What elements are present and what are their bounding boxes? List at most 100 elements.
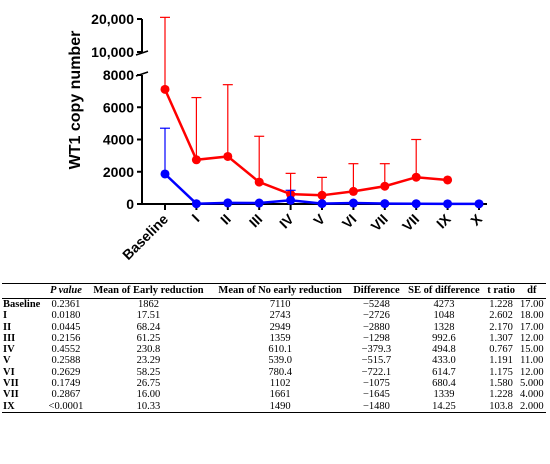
table-cell: 539.0: [268, 355, 292, 367]
table-cell: 12.00: [519, 332, 544, 344]
y-axis-title: WT1 copy number: [67, 31, 84, 170]
table-cell: 16.00: [136, 389, 161, 401]
statistics-table: P value Mean of Early reduction Mean of No…: [2, 283, 546, 413]
data-point: [443, 175, 453, 185]
table-cell: 1359: [269, 332, 291, 344]
data-point: [191, 155, 201, 165]
table-cell: 1862: [137, 299, 159, 310]
data-point: [286, 195, 296, 205]
y-tick-label: 20,000: [91, 11, 134, 27]
table-row: IV 0.4552 230.8 610.1 −379.3 494.8 0.767 15.00: [2, 344, 546, 355]
row-label: VII: [3, 389, 19, 401]
x-tick-label: I: [188, 211, 202, 225]
y-tick-label: 4000: [103, 132, 134, 148]
data-point: [317, 199, 327, 209]
table-cell: 494.8: [432, 344, 456, 356]
table-cell: −379.3: [361, 344, 392, 356]
table-cell: 0.2156: [51, 332, 81, 344]
x-tick-label: III: [246, 211, 266, 231]
table-cell: 17.00: [519, 321, 544, 333]
table-cell: 7110: [269, 299, 291, 310]
x-tick-label: VII: [367, 211, 390, 234]
table-cell: 780.4: [268, 366, 292, 378]
table-cell: 61.25: [136, 332, 161, 344]
table-cell: 433.0: [432, 355, 456, 367]
x-tick-label: VII: [399, 211, 422, 234]
table-body: Baseline 0.2361 1862 7110 −5248 4273 1.228 17.0…: [2, 299, 546, 413]
table-cell: 614.7: [432, 366, 456, 378]
column-header: Mean of Early reduction: [93, 285, 204, 296]
x-tick-label: Baseline: [119, 211, 171, 263]
row-label: IV: [3, 344, 15, 356]
table-row: Baseline 0.2361 1862 7110 −5248 4273 1.228 17.0…: [2, 299, 546, 311]
data-point: [317, 190, 327, 200]
table-cell: −1645: [362, 389, 390, 401]
y-tick-label: 6000: [103, 99, 134, 115]
table-cell: 992.6: [432, 332, 456, 344]
table-cell: 10.33: [136, 400, 161, 412]
x-tick-label: IV: [276, 210, 297, 231]
table-cell: 1328: [433, 321, 455, 333]
row-label: IX: [3, 400, 15, 412]
table-cell: 2949: [269, 321, 291, 333]
table-cell: 5.000: [519, 378, 544, 390]
table-cell: −1480: [362, 400, 390, 412]
table-cell: 0.4552: [51, 344, 81, 356]
chart-axes: [135, 19, 487, 205]
y-tick-label: 2000: [103, 164, 134, 180]
table-cell: 2.170: [489, 321, 513, 333]
row-label: III: [3, 332, 16, 344]
table-cell: 0.1749: [51, 378, 81, 390]
data-point: [191, 199, 201, 209]
table-cell: 1661: [269, 389, 291, 401]
table-cell: 1.228: [489, 299, 513, 310]
row-label: II: [3, 321, 12, 333]
table-cell: 14.25: [432, 400, 456, 412]
table-cell: 0.2867: [51, 389, 81, 401]
table-row: III 0.2156 61.25 1359 −1298 992.6 1.307 12.00: [2, 333, 546, 344]
table-cell: −722.1: [361, 366, 392, 378]
table-cell: 68.24: [136, 321, 161, 333]
row-label: V: [3, 355, 11, 367]
table-cell: 1.580: [489, 378, 513, 390]
data-point: [380, 181, 390, 191]
row-label: I: [3, 310, 8, 322]
y-tick-label: 8000: [103, 67, 134, 83]
table-cell: 1.191: [489, 355, 513, 367]
table-cell: −5248: [362, 299, 390, 310]
table-cell: 23.29: [136, 355, 161, 367]
x-tick-label: II: [217, 211, 234, 228]
data-point: [254, 198, 264, 208]
column-header: Difference: [353, 285, 400, 296]
column-header: [2, 284, 46, 299]
y-tick-label: 10,000: [91, 44, 134, 60]
table-row: I 0.0180 17.51 2743 −2726 1048 2.602 18.00: [2, 310, 546, 321]
table-cell: 1339: [433, 389, 455, 401]
data-point: [443, 199, 453, 209]
table-cell: 103.8: [489, 400, 513, 412]
column-header: SE of difference: [408, 285, 480, 296]
table-cell: 0.2629: [51, 366, 81, 378]
table-cell: 0.767: [489, 344, 513, 356]
table-row: IX <0.0001 10.33 1490 −1480 14.25 103.8 2.000: [2, 401, 546, 413]
table-cell: 2.602: [489, 310, 513, 322]
table-cell: 12.00: [519, 366, 544, 378]
table-cell: 18.00: [519, 310, 544, 322]
table-cell: 2743: [269, 310, 291, 322]
data-point: [348, 198, 358, 208]
table-header-row: P value Mean of Early reduction Mean of No…: [2, 283, 546, 299]
table-row: V 0.2588 23.29 539.0 −515.7 433.0 1.191 11.00: [2, 355, 546, 366]
table-row: VI 0.2629 58.25 780.4 −722.1 614.7 1.175 12.00: [2, 367, 546, 378]
row-label: Baseline: [3, 299, 41, 310]
table-cell: 0.2361: [51, 299, 81, 310]
table-cell: 15.00: [519, 344, 544, 356]
table-cell: 680.4: [432, 378, 456, 390]
column-header: df: [527, 285, 537, 296]
row-label: VI: [3, 366, 15, 378]
table-cell: 610.1: [268, 344, 292, 356]
table-cell: −515.7: [361, 355, 392, 367]
table-cell: 1.175: [489, 366, 513, 378]
table-row: II 0.0445 68.24 2949 −2880 1328 2.170 17.00: [2, 322, 546, 333]
